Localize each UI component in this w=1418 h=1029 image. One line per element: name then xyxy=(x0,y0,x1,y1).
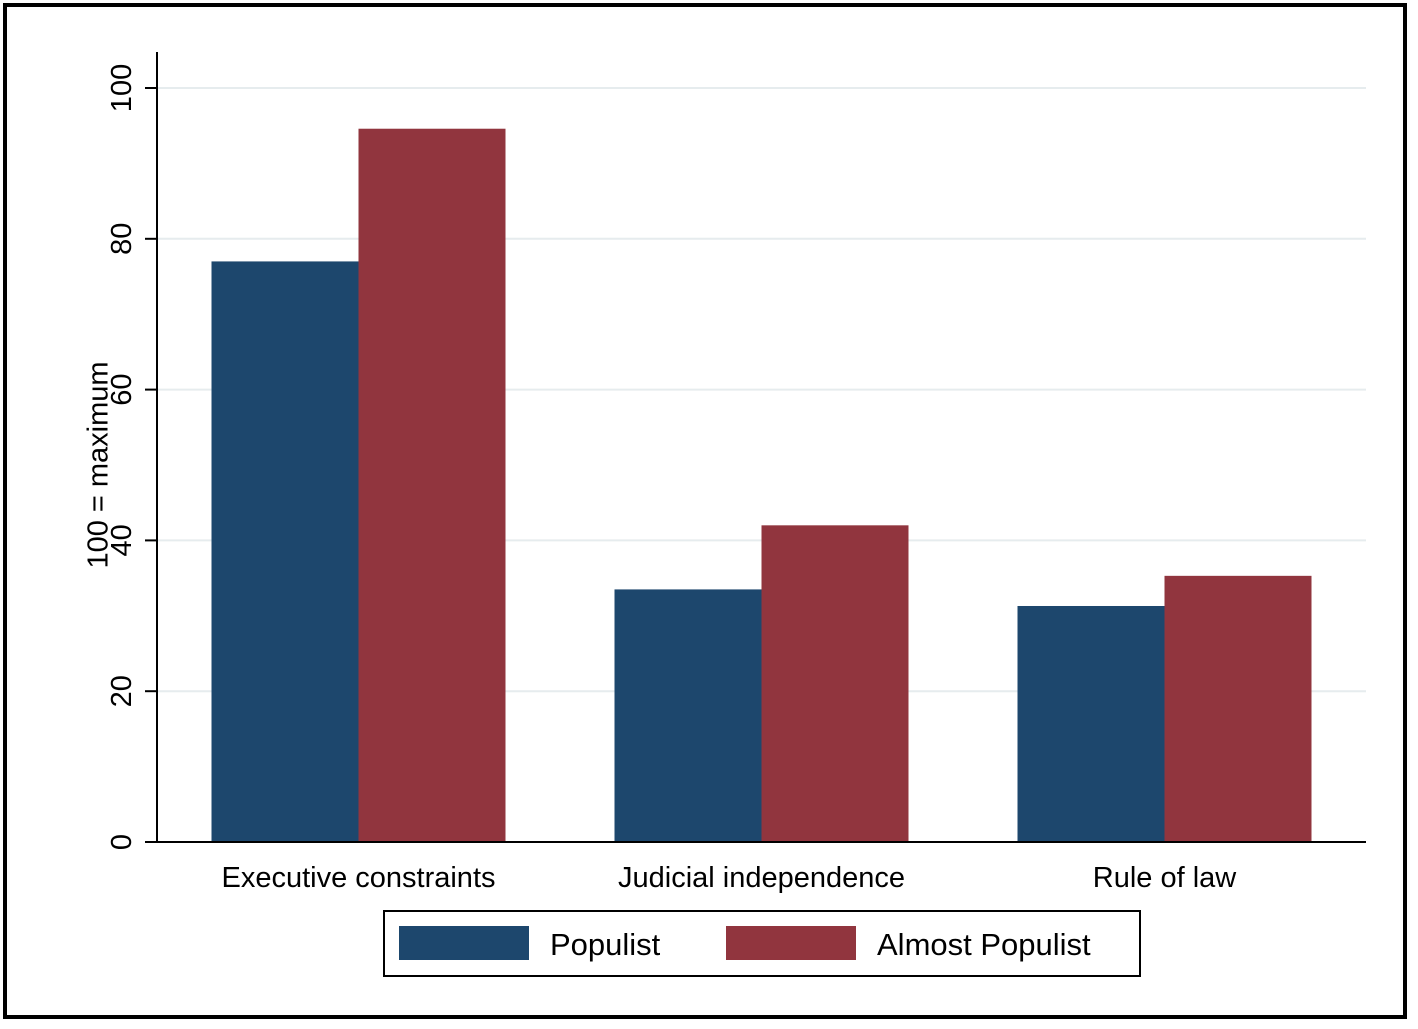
y-tick-label: 80 xyxy=(106,223,138,255)
bar-populist-2 xyxy=(614,589,762,842)
legend-swatch-almost-populist xyxy=(726,926,856,960)
legend: Populist Almost Populist xyxy=(383,910,1141,977)
y-tick-label: 20 xyxy=(106,675,138,707)
legend-label-almost-populist: Almost Populist xyxy=(877,927,1091,962)
bar-almost-populist-1 xyxy=(358,128,506,842)
y-axis-title: 100 = maximum xyxy=(83,361,115,568)
x-tick-label: Rule of law xyxy=(1093,862,1238,894)
y-tick-label: 0 xyxy=(106,834,138,850)
axes: 0 20 40 60 80 100 Executive constraints Judicia… xyxy=(106,52,1366,894)
legend-swatch-populist xyxy=(399,926,529,960)
bar-populist-1 xyxy=(211,261,359,842)
y-tick-label: 40 xyxy=(106,524,138,556)
x-tick-label: Executive constraints xyxy=(221,862,495,894)
y-tick-label: 100 xyxy=(106,64,138,112)
bar-almost-populist-3 xyxy=(1164,575,1312,842)
bars xyxy=(211,128,1312,842)
x-tick-label: Judicial independence xyxy=(618,862,905,894)
bar-populist-3 xyxy=(1017,605,1165,842)
bar-almost-populist-2 xyxy=(761,525,909,842)
legend-label-populist: Populist xyxy=(550,927,661,962)
y-tick-label: 60 xyxy=(106,373,138,405)
